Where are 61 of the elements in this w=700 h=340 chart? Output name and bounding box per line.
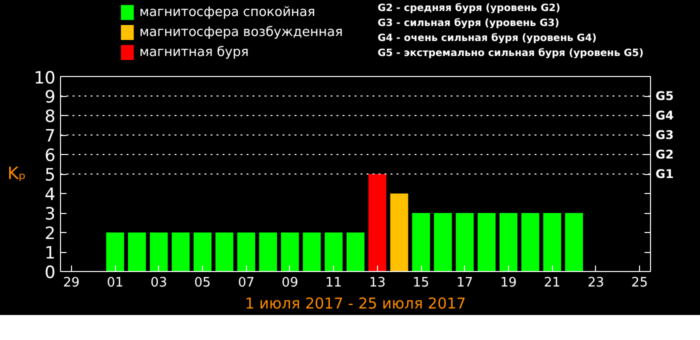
bar [150,232,168,272]
legend-label: магнитосфера возбужденная [139,25,343,40]
bar [478,213,496,272]
bar [543,213,562,272]
ref-line-label: G4 [656,108,674,122]
bar [106,232,124,272]
y-tick-label: 5 [44,166,56,186]
y-tick-label: 8 [44,107,56,127]
bar [324,232,343,272]
bar [172,232,190,272]
x-tick-label: 07 [238,276,255,290]
y-tick-label: 7 [44,126,56,146]
x-tick-label: 11 [325,276,342,290]
legend-label: магнитосфера спокойная [139,5,316,20]
y-axis-title: Kₚ [7,164,26,184]
bar [368,174,386,272]
bar [390,194,408,272]
text: G3 - сильная буря (уровень G3) [378,18,560,29]
y-tick-label: 0 [44,263,56,283]
bar [434,213,452,272]
x-tick-label: 29 [63,276,80,290]
text: G5 - экстремально сильная буря (уровень G5) [378,48,644,59]
bar [259,232,278,272]
bar [302,232,321,272]
text: G4 - очень сильная буря (уровень G4) [378,33,597,44]
bar [215,232,234,272]
y-tick-label: 3 [44,204,56,224]
y-tick-label: 9 [44,88,56,108]
bar [456,213,474,272]
bar [346,232,364,272]
bar [237,232,256,272]
x-tick-label: 13 [369,276,386,290]
ref-line-label: G5 [656,89,674,103]
legend-label: магнитная буря [139,45,249,60]
bar [280,232,299,272]
y-tick-label: 6 [44,146,56,166]
y-tick-label: 4 [44,185,56,205]
y-tick-label: 1 [44,244,56,264]
x-tick-label: 23 [588,276,604,290]
ref-line-label: G3 [656,128,674,142]
y-tick-label: 10 [34,68,56,88]
x-tick-label: 01 [106,276,124,290]
x-tick-label: 17 [456,276,474,290]
x-tick-label: 03 [150,276,168,290]
x-tick-label: 15 [412,276,430,290]
bar [521,213,540,272]
bar [194,232,212,272]
bar [500,213,518,272]
bar [565,213,583,272]
x-tick-label: 19 [500,276,517,290]
y-tick-label: 2 [44,224,56,244]
ref-line-label: G2 [656,148,674,162]
x-tick-label: 25 [631,276,648,290]
x-tick-label: 05 [194,276,211,290]
x-axis-title: 1 июля 2017 - 25 июля 2017 [245,294,466,312]
bar [412,213,430,272]
x-tick-label: 21 [544,276,560,290]
x-tick-label: 09 [282,276,298,290]
text: G2 - средняя буря (уровень G2) [378,3,560,14]
ref-line-label: G1 [656,167,674,181]
bar [128,232,146,272]
